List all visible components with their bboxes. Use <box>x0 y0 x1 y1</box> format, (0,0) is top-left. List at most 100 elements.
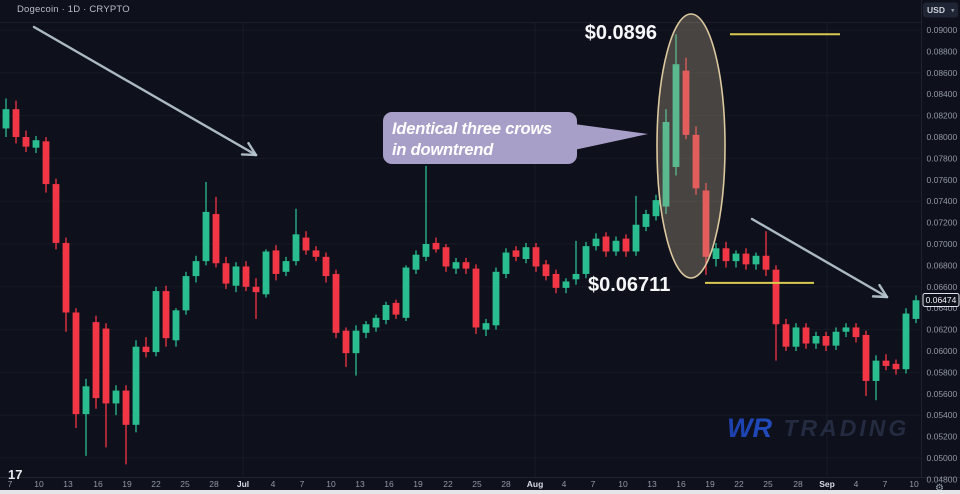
date-tick-label: 28 <box>501 479 511 489</box>
date-tick-label: 7 <box>8 479 13 489</box>
candle <box>592 233 600 251</box>
candle <box>392 299 400 319</box>
candle <box>712 242 720 267</box>
candle <box>232 262 240 293</box>
candle <box>622 234 630 257</box>
candle <box>692 126 700 195</box>
candle <box>302 231 310 255</box>
date-tick-label: 25 <box>472 479 482 489</box>
date-tick-label: 19 <box>705 479 715 489</box>
candle <box>452 257 460 274</box>
candle <box>52 178 60 250</box>
candle <box>902 308 910 374</box>
candle <box>502 248 510 279</box>
price-tick-label: 0.06600 <box>927 282 958 292</box>
date-tick-label: 19 <box>122 479 132 489</box>
candle <box>602 232 610 257</box>
candle <box>702 183 710 275</box>
candle <box>272 245 280 281</box>
gear-icon[interactable]: ⚙ <box>935 483 944 494</box>
candle <box>552 269 560 294</box>
price-axis[interactable]: 0.09000 0.08800 0.08600 0.08400 0.08200 0.080… <box>927 25 958 484</box>
price-tick-label: 0.06800 <box>927 260 958 270</box>
currency-button[interactable]: USD ▾ <box>923 2 958 18</box>
candle <box>2 98 10 137</box>
date-tick-label: Jul <box>237 479 249 489</box>
callout-tail <box>574 124 648 150</box>
candle <box>792 323 800 351</box>
candle <box>662 109 670 215</box>
trend-arrow <box>32 25 258 157</box>
candle <box>782 318 790 351</box>
date-tick-label: Aug <box>527 479 544 489</box>
date-tick-label: 22 <box>734 479 744 489</box>
date-tick-label: 13 <box>63 479 73 489</box>
candle <box>732 250 740 268</box>
candle <box>482 318 490 337</box>
candle <box>642 209 650 232</box>
candle <box>462 257 470 274</box>
date-tick-label: 10 <box>34 479 44 489</box>
price-tick-label: 0.08800 <box>927 46 958 56</box>
candle <box>222 256 230 289</box>
candle <box>292 208 300 266</box>
candle <box>82 378 90 456</box>
candle <box>282 256 290 277</box>
candle <box>122 385 130 465</box>
price-tick-label: 0.08400 <box>927 89 958 99</box>
candle <box>882 354 890 371</box>
candle <box>822 331 830 351</box>
candle <box>912 295 920 324</box>
candle <box>142 337 150 358</box>
candle <box>12 100 20 144</box>
date-tick-label: 13 <box>355 479 365 489</box>
candle <box>852 323 860 343</box>
candle <box>412 250 420 274</box>
candle <box>422 165 430 262</box>
price-tick-label: 0.05400 <box>927 410 958 420</box>
candle <box>532 242 540 272</box>
watermark-trading: TRADING <box>783 415 909 441</box>
time-axis[interactable]: 7 10 13 16 19 22 25 28 Jul 4 7 10 13 16 19 22 25 28 Aug 4 7 1… <box>8 479 919 489</box>
tradingview-logo[interactable]: 17 <box>8 467 22 482</box>
price-tick-label: 0.07200 <box>927 218 958 228</box>
callout-body <box>383 112 577 164</box>
date-tick-label: 16 <box>384 479 394 489</box>
candle <box>632 195 640 256</box>
candle <box>342 327 350 368</box>
date-tick-label: Sep <box>819 479 835 489</box>
candle <box>762 231 770 277</box>
currency-label: USD <box>927 5 945 15</box>
price-tick-label: 0.06200 <box>927 325 958 335</box>
candle <box>612 236 620 256</box>
candle <box>252 278 260 319</box>
candle <box>362 321 370 339</box>
candle <box>112 385 120 416</box>
candle <box>162 285 170 347</box>
price-tick-label: 0.05800 <box>927 367 958 377</box>
watermark: WR TRADING <box>727 413 909 443</box>
candle <box>172 308 180 347</box>
candle <box>652 194 660 221</box>
low-price-label: $0.06711 <box>588 274 670 296</box>
candle <box>202 181 210 266</box>
candle <box>372 314 380 332</box>
candle <box>432 237 440 253</box>
candle <box>442 244 450 272</box>
candle <box>352 325 360 376</box>
price-tick-label: 0.07400 <box>927 196 958 206</box>
price-tick-label: 0.06400 <box>927 303 958 313</box>
candle <box>472 264 480 334</box>
candlestick-series <box>2 34 920 465</box>
candle <box>672 34 680 176</box>
date-tick-label: 16 <box>676 479 686 489</box>
candle <box>182 271 190 315</box>
date-tick-label: 4 <box>271 479 276 489</box>
date-tick-label: 7 <box>300 479 305 489</box>
candle <box>812 331 820 349</box>
bottom-strip <box>0 490 960 494</box>
candle <box>132 340 140 433</box>
candle <box>262 249 270 298</box>
candle <box>62 237 70 332</box>
